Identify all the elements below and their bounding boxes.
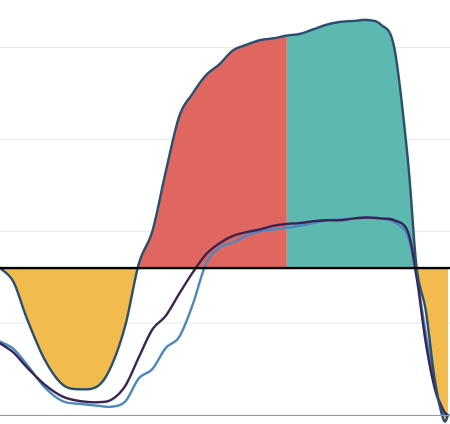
- series-line-blue: [0, 216, 450, 417]
- area-above-baseline-left: [0, 35, 287, 269]
- baseline-axis: [0, 266, 450, 416]
- area-below-baseline: [0, 268, 448, 422]
- area-above-baseline-right: [286, 19, 448, 269]
- series-line-dark: [0, 216, 450, 417]
- series-line-envelope: [0, 18, 450, 423]
- series-lines: [0, 18, 450, 423]
- area-fills: [0, 19, 448, 422]
